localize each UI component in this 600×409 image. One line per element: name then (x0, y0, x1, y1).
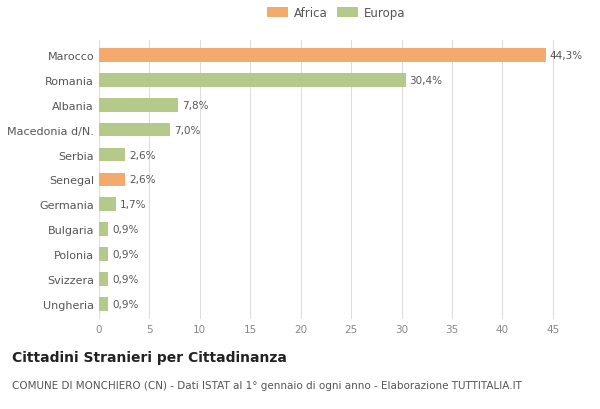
Bar (99, 272, 108, 286)
Text: 0,9%: 0,9% (112, 249, 139, 259)
Bar (99, 198, 116, 211)
Text: 7,0%: 7,0% (173, 125, 200, 135)
Bar (99, 247, 108, 261)
Text: 0,9%: 0,9% (112, 274, 139, 284)
Text: 1,7%: 1,7% (120, 200, 146, 210)
Text: 2,6%: 2,6% (129, 150, 156, 160)
Text: 30,4%: 30,4% (410, 76, 443, 85)
Bar (99, 297, 108, 311)
Legend: Africa, Europa: Africa, Europa (263, 4, 409, 24)
Text: COMUNE DI MONCHIERO (CN) - Dati ISTAT al 1° gennaio di ogni anno - Elaborazione : COMUNE DI MONCHIERO (CN) - Dati ISTAT al… (12, 380, 522, 390)
Bar (99, 148, 125, 162)
Bar (99, 124, 170, 137)
Text: 0,9%: 0,9% (112, 225, 139, 235)
Bar (99, 99, 178, 112)
Text: 2,6%: 2,6% (129, 175, 156, 185)
Bar (99, 74, 406, 88)
Text: Cittadini Stranieri per Cittadinanza: Cittadini Stranieri per Cittadinanza (12, 350, 287, 364)
Text: 7,8%: 7,8% (182, 101, 208, 110)
Text: 44,3%: 44,3% (550, 51, 583, 61)
Bar (99, 223, 108, 236)
Bar (99, 173, 125, 187)
Text: 0,9%: 0,9% (112, 299, 139, 309)
Bar (99, 49, 546, 63)
